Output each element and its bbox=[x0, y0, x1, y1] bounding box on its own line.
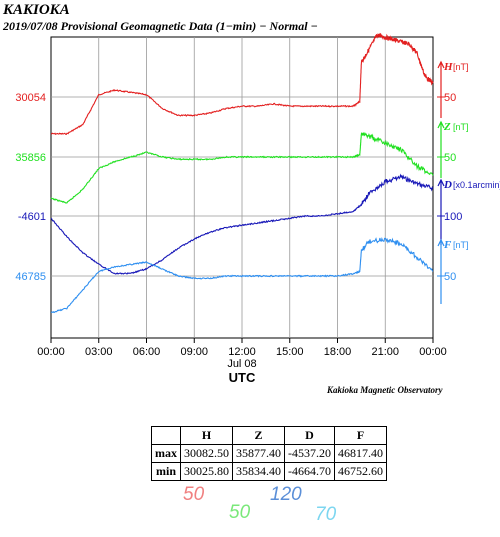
series-unit-h: [nT] bbox=[453, 62, 469, 72]
x-tick-label: 09:00 bbox=[180, 346, 208, 358]
series-line-f bbox=[50, 237, 434, 314]
x-date-label: Jul 08 bbox=[227, 358, 256, 370]
x-tick-label: 21:00 bbox=[371, 346, 399, 358]
series-unit-z: [nT] bbox=[453, 122, 469, 132]
observatory-credit: Kakioka Magnetic Observatory bbox=[327, 385, 443, 395]
scale-note-f: 70 bbox=[315, 504, 337, 525]
x-tick-label: 00:00 bbox=[37, 346, 65, 358]
stats-table: H Z D F max 30082.50 35877.40 -4537.20 4… bbox=[151, 426, 387, 481]
stats-label-max: max bbox=[151, 444, 181, 463]
stats-header-row: H Z D F bbox=[151, 426, 387, 445]
stats-head-z: Z bbox=[232, 426, 285, 445]
series-name-d: D bbox=[443, 179, 452, 191]
stats-min-d: -4664.70 bbox=[284, 462, 335, 481]
right-label-d: 100 bbox=[444, 211, 462, 223]
right-axis-arrow-d bbox=[437, 178, 445, 187]
stats-head-d: D bbox=[284, 426, 335, 445]
x-axis-label: UTC bbox=[229, 370, 256, 385]
x-tick-label: 18:00 bbox=[324, 346, 352, 358]
right-label-f: 50 bbox=[444, 271, 456, 283]
series-line-h bbox=[50, 32, 434, 136]
stats-min-h: 30025.80 bbox=[180, 462, 233, 481]
stats-min-z: 35834.40 bbox=[232, 462, 285, 481]
stats-row-max: max 30082.50 35877.40 -4537.20 46817.40 bbox=[151, 444, 387, 463]
stats-max-f: 46817.40 bbox=[334, 444, 387, 463]
x-tick-label: 03:00 bbox=[85, 346, 113, 358]
scale-note-h: 50 bbox=[183, 484, 205, 505]
right-axis-arrow-f bbox=[437, 238, 445, 247]
series-name-z: Z bbox=[443, 121, 451, 133]
scale-note-d: 120 bbox=[270, 484, 302, 505]
stats-max-h: 30082.50 bbox=[180, 444, 233, 463]
stats-corner bbox=[151, 426, 181, 445]
right-label-z: 50 bbox=[444, 152, 456, 164]
x-tick-label: 00:00 bbox=[419, 346, 447, 358]
series-name-f: F bbox=[443, 239, 452, 251]
stats-min-f: 46752.60 bbox=[334, 462, 387, 481]
x-tick-label: 06:00 bbox=[133, 346, 161, 358]
series-line-d bbox=[50, 173, 434, 275]
right-label-h: 50 bbox=[444, 92, 456, 104]
stats-head-f: F bbox=[334, 426, 387, 445]
right-axis-arrow-h bbox=[437, 60, 445, 69]
stats-max-z: 35877.40 bbox=[232, 444, 285, 463]
left-label-z: 35856 bbox=[15, 152, 46, 164]
chart-subtitle: 2019/07/08 Provisional Geomagnetic Data … bbox=[3, 19, 318, 33]
series-unit-f: [nT] bbox=[453, 240, 469, 250]
x-tick-label: 12:00 bbox=[228, 346, 256, 358]
left-label-f: 46785 bbox=[15, 271, 46, 283]
stats-head-h: H bbox=[180, 426, 233, 445]
series-unit-d: [x0.1arcmin] bbox=[453, 180, 500, 190]
station-title: KAKIOKA bbox=[3, 2, 70, 18]
geomagnetic-chart: 00:00 03:00 06:00 09:00 12:00 15:00 18:00 21:00… bbox=[15, 32, 500, 385]
series-name-h: H bbox=[443, 61, 453, 73]
scale-note-z: 50 bbox=[229, 502, 251, 523]
stats-row-min: min 30025.80 35834.40 -4664.70 46752.60 bbox=[151, 462, 387, 481]
right-axis-arrow-z bbox=[437, 120, 445, 129]
series-line-z bbox=[50, 131, 434, 204]
stats-label-min: min bbox=[151, 462, 181, 481]
left-label-h: 30054 bbox=[15, 92, 46, 104]
stats-max-d: -4537.20 bbox=[284, 444, 335, 463]
x-tick-label: 15:00 bbox=[276, 346, 304, 358]
left-label-d: -4601 bbox=[18, 211, 46, 223]
